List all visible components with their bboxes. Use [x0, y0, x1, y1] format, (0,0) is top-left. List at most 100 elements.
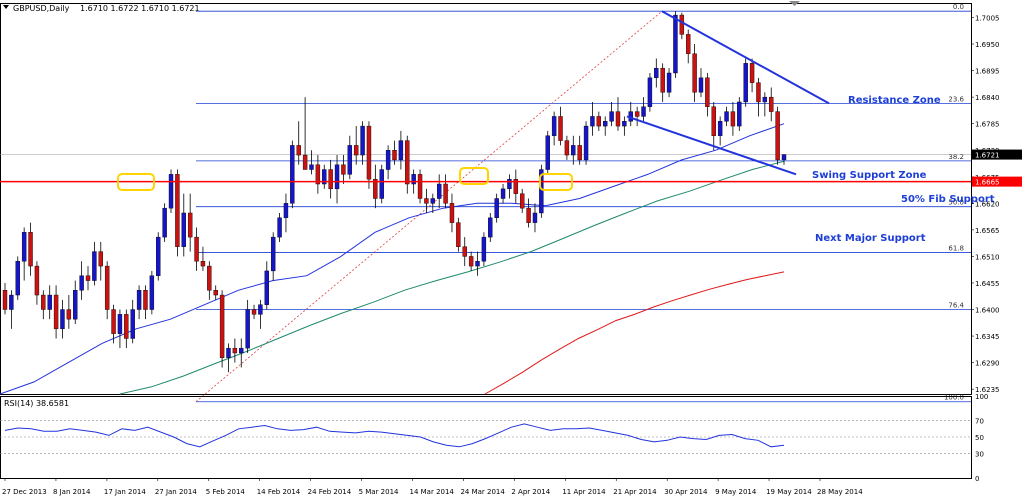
price-panel-frame: [0, 3, 972, 395]
candle-body: [417, 174, 423, 199]
time-axis-label: 14 Feb 2014: [257, 488, 301, 496]
candle-body: [181, 212, 186, 247]
rsi-axis-label: 30: [975, 450, 984, 458]
fib-trend-line: [195, 10, 663, 403]
candle-body: [705, 77, 710, 107]
candle-body: [283, 203, 289, 219]
candle-body: [781, 154, 787, 161]
price-axis-label: 1.6235: [975, 386, 1000, 394]
time-axis-label: 2 Apr 2014: [511, 488, 550, 496]
chevron-down-icon[interactable]: [3, 5, 9, 9]
candle-body: [2, 290, 8, 310]
candle-body: [456, 222, 461, 247]
candle-body: [449, 203, 455, 223]
candle-body: [622, 121, 627, 127]
ohlc-readout: 1.6710 1.6722 1.6710 1.6721: [80, 4, 200, 13]
current-price-tag: [972, 149, 1022, 160]
time-axis-label: 11 Apr 2014: [562, 488, 606, 496]
candle-body: [647, 77, 653, 107]
candle-body: [200, 261, 206, 267]
price-axis-label: 1.7005: [975, 14, 1000, 22]
candle-body: [583, 125, 589, 161]
candle-body: [551, 116, 557, 136]
candle-body: [187, 212, 193, 238]
candle-body: [571, 145, 576, 156]
fib-level-label: 23.6: [948, 95, 964, 103]
swing-support-label: Swing Support Zone: [812, 170, 927, 181]
candle-body: [494, 198, 499, 219]
candle-body: [47, 294, 52, 310]
rsi-axis-label: 0: [975, 475, 979, 483]
price-axis-label: 1.6840: [975, 94, 1000, 102]
highlight-zone: [539, 173, 573, 191]
time-axis-label: 8 Jan 2014: [53, 488, 91, 496]
candle-body: [143, 290, 148, 310]
ma-mid-line: [119, 160, 785, 395]
price-axis-label: 1.6510: [975, 253, 1000, 261]
candle-body: [730, 111, 736, 127]
candle-body: [309, 164, 314, 170]
candle-body: [53, 294, 59, 330]
candle-body: [392, 150, 397, 161]
candle-body: [615, 111, 621, 127]
candle-body: [411, 174, 416, 185]
fib-level-label: 76.4: [948, 302, 964, 310]
candle-body: [481, 236, 487, 262]
candle-body: [769, 96, 774, 112]
candle-body: [136, 290, 142, 310]
chart-symbol-label: GBPUSD,Daily: [13, 4, 70, 13]
time-axis-label: 27 Dec 2013: [2, 488, 47, 496]
price-axis-label: 1.6455: [975, 280, 1000, 288]
candle-body: [462, 246, 467, 257]
candle-body: [251, 309, 257, 315]
candle-body: [111, 309, 116, 334]
price-axis-label: 1.6400: [975, 307, 1000, 315]
rsi-label: RSI(14) 38.6581: [4, 399, 69, 408]
fib-level-label: 0.0: [953, 3, 964, 11]
candle-body: [545, 135, 550, 170]
price-axis-label: 1.6620: [975, 200, 1000, 208]
candle-body: [334, 164, 340, 190]
time-axis-label: 5 Mar 2014: [359, 488, 399, 496]
time-axis-label: 14 Mar 2014: [410, 488, 455, 496]
candle-body: [353, 145, 359, 156]
candle-body: [603, 121, 608, 127]
candle-body: [507, 178, 512, 190]
candle-body: [577, 145, 582, 161]
rsi-axis-label: 70: [975, 418, 984, 426]
candle-body: [328, 169, 333, 190]
resistance-trendline: [661, 10, 830, 105]
candle-body: [341, 164, 346, 175]
highlight-zone: [459, 167, 489, 185]
candle-body: [596, 116, 602, 127]
price-axis-label: 1.6785: [975, 121, 1000, 129]
candle-body: [73, 290, 78, 320]
candle-body: [264, 270, 269, 305]
candle-body: [666, 72, 672, 93]
candle-body: [277, 217, 282, 238]
candle-body: [436, 183, 442, 199]
time-axis-label: 19 May 2014: [766, 488, 812, 496]
fib-level-label: 38.2: [948, 153, 964, 161]
candle-body: [66, 309, 72, 320]
candle-body: [175, 174, 180, 247]
price-axis-label: 1.6345: [975, 333, 1000, 341]
candle-body: [513, 178, 519, 194]
candle-body: [590, 116, 595, 127]
candle-body: [21, 232, 27, 262]
candle-body: [743, 63, 748, 103]
candle-body: [379, 169, 384, 199]
candle-body: [315, 164, 321, 185]
support-trendline: [626, 115, 797, 176]
candle-body: [207, 265, 212, 291]
time-axis-label: 5 Feb 2014: [206, 488, 246, 496]
time-axis-label: 21 Apr 2014: [613, 488, 657, 496]
candle-body: [28, 232, 33, 267]
candle-body: [194, 236, 199, 262]
candle-body: [162, 207, 167, 238]
candle-body: [219, 294, 225, 358]
candle-body: [443, 183, 448, 204]
candle-body: [468, 256, 474, 267]
price-axis-label: 1.6565: [975, 227, 1000, 235]
